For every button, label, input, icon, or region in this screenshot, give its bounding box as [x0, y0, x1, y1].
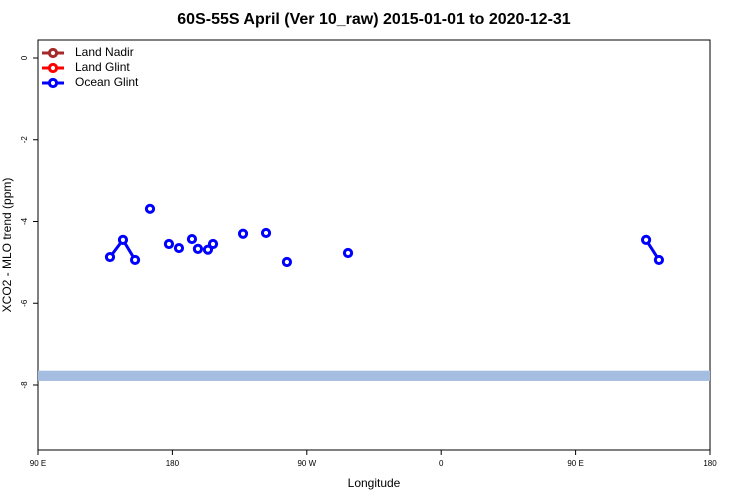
legend-label: Ocean Glint — [75, 75, 139, 89]
data-point — [640, 234, 652, 245]
y-axis-label: XCO2 - MLO trend (ppm) — [0, 178, 14, 313]
y-tick-label: 0 — [20, 55, 29, 60]
y-tick-label: -4 — [20, 217, 29, 225]
plot-frame — [37, 39, 711, 451]
data-point — [129, 254, 141, 266]
legend-label: Land Glint — [75, 60, 130, 74]
x-tick-label: 90 W — [297, 459, 316, 468]
x-tick-label: 0 — [439, 459, 444, 468]
data-point — [653, 254, 665, 266]
y-tick-label: -8 — [20, 381, 29, 389]
x-tick-label: 90 E — [30, 459, 46, 468]
chart-title: 60S-55S April (Ver 10_raw) 2015-01-01 to… — [177, 11, 571, 28]
reference-band — [38, 370, 710, 381]
data-point — [186, 233, 198, 245]
x-axis-label: Longitude — [348, 476, 401, 490]
data-point — [237, 228, 249, 239]
data-point — [207, 238, 219, 250]
legend-marker — [47, 77, 59, 89]
data-point — [104, 251, 116, 263]
data-point — [163, 238, 175, 250]
data-point — [117, 234, 129, 245]
data-point — [281, 256, 293, 268]
y-tick-label: -2 — [20, 136, 29, 144]
legend-marker — [47, 62, 59, 74]
data-point — [260, 227, 272, 239]
data-point — [144, 203, 156, 214]
legend-marker — [47, 47, 59, 59]
x-tick-label: 180 — [166, 459, 180, 468]
data-point — [192, 243, 204, 254]
x-tick-label: 90 E — [567, 459, 583, 468]
data-point — [342, 247, 354, 259]
x-tick-label: 180 — [703, 459, 717, 468]
data-point — [202, 244, 214, 255]
data-point — [173, 242, 185, 254]
legend-label: Land Nadir — [75, 45, 134, 59]
y-tick-label: -6 — [20, 299, 29, 307]
